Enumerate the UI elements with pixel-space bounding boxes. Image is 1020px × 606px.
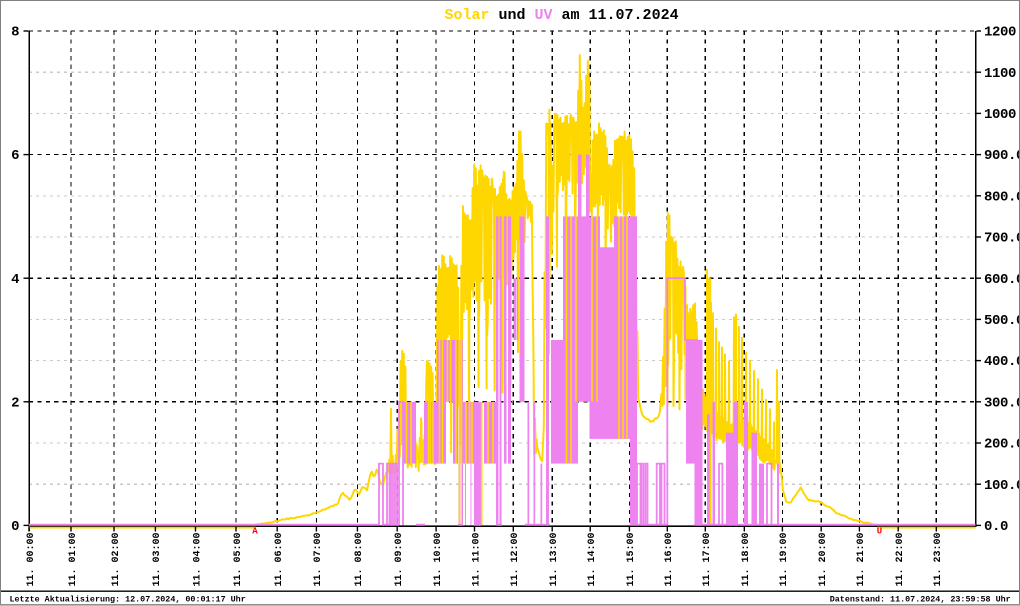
svg-text:11. 06:00: 11. 06:00 — [274, 533, 285, 587]
svg-text:Datenstand: 11.07.2024, 23:59:: Datenstand: 11.07.2024, 23:59:58 Uhr — [830, 595, 1011, 605]
svg-text:U: U — [877, 527, 882, 537]
svg-text:11. 03:00: 11. 03:00 — [152, 533, 163, 587]
svg-text:700.0: 700.0 — [984, 231, 1020, 247]
svg-text:11. 17:00: 11. 17:00 — [702, 533, 713, 587]
svg-text:0: 0 — [11, 519, 19, 535]
svg-text:Solar und UV am 11.07.2024: Solar und UV am 11.07.2024 — [445, 7, 679, 24]
svg-text:11. 22:00: 11. 22:00 — [895, 533, 906, 587]
svg-text:11. 11:00: 11. 11:00 — [471, 533, 482, 587]
svg-text:0.0: 0.0 — [984, 519, 1008, 535]
svg-text:400.0: 400.0 — [984, 354, 1020, 370]
svg-text:11. 08:00: 11. 08:00 — [354, 533, 365, 587]
svg-text:900.0: 900.0 — [984, 148, 1020, 164]
svg-text:4: 4 — [11, 272, 19, 288]
svg-text:800.0: 800.0 — [984, 189, 1020, 205]
svg-text:300.0: 300.0 — [984, 395, 1020, 411]
svg-text:11. 01:00: 11. 01:00 — [68, 533, 79, 587]
svg-text:11. 19:00: 11. 19:00 — [779, 533, 790, 587]
svg-text:8: 8 — [11, 25, 19, 41]
svg-text:100.0: 100.0 — [984, 478, 1020, 494]
svg-text:11. 20:00: 11. 20:00 — [818, 533, 829, 587]
svg-text:11. 21:00: 11. 21:00 — [856, 533, 867, 587]
svg-text:11. 02:00: 11. 02:00 — [111, 533, 122, 587]
svg-text:11. 13:00: 11. 13:00 — [549, 533, 560, 587]
svg-text:11. 15:00: 11. 15:00 — [626, 533, 637, 587]
svg-text:1000.0: 1000.0 — [984, 107, 1020, 123]
svg-text:1200.0: 1200.0 — [984, 25, 1020, 41]
svg-text:11. 12:00: 11. 12:00 — [510, 533, 521, 587]
svg-text:A: A — [252, 527, 258, 537]
svg-text:11. 16:00: 11. 16:00 — [664, 533, 675, 587]
svg-text:6: 6 — [11, 148, 19, 164]
svg-text:11. 05:00: 11. 05:00 — [233, 533, 244, 587]
svg-text:11. 10:00: 11. 10:00 — [433, 533, 444, 587]
svg-text:1100.0: 1100.0 — [984, 66, 1020, 82]
svg-text:2: 2 — [11, 395, 19, 411]
svg-text:11. 23:00: 11. 23:00 — [933, 533, 944, 587]
svg-text:11. 00:00: 11. 00:00 — [26, 533, 37, 587]
svg-text:Letzte Aktualisierung: 12.07.2: Letzte Aktualisierung: 12.07.2024, 00:01… — [10, 595, 246, 605]
svg-text:500.0: 500.0 — [984, 313, 1020, 329]
svg-text:11. 07:00: 11. 07:00 — [313, 533, 324, 587]
svg-text:11. 04:00: 11. 04:00 — [192, 533, 203, 587]
svg-text:11. 18:00: 11. 18:00 — [741, 533, 752, 587]
svg-text:600.0: 600.0 — [984, 272, 1020, 288]
svg-text:200.0: 200.0 — [984, 437, 1020, 453]
svg-text:11. 14:00: 11. 14:00 — [587, 533, 598, 587]
svg-text:11. 09:00: 11. 09:00 — [394, 533, 405, 587]
